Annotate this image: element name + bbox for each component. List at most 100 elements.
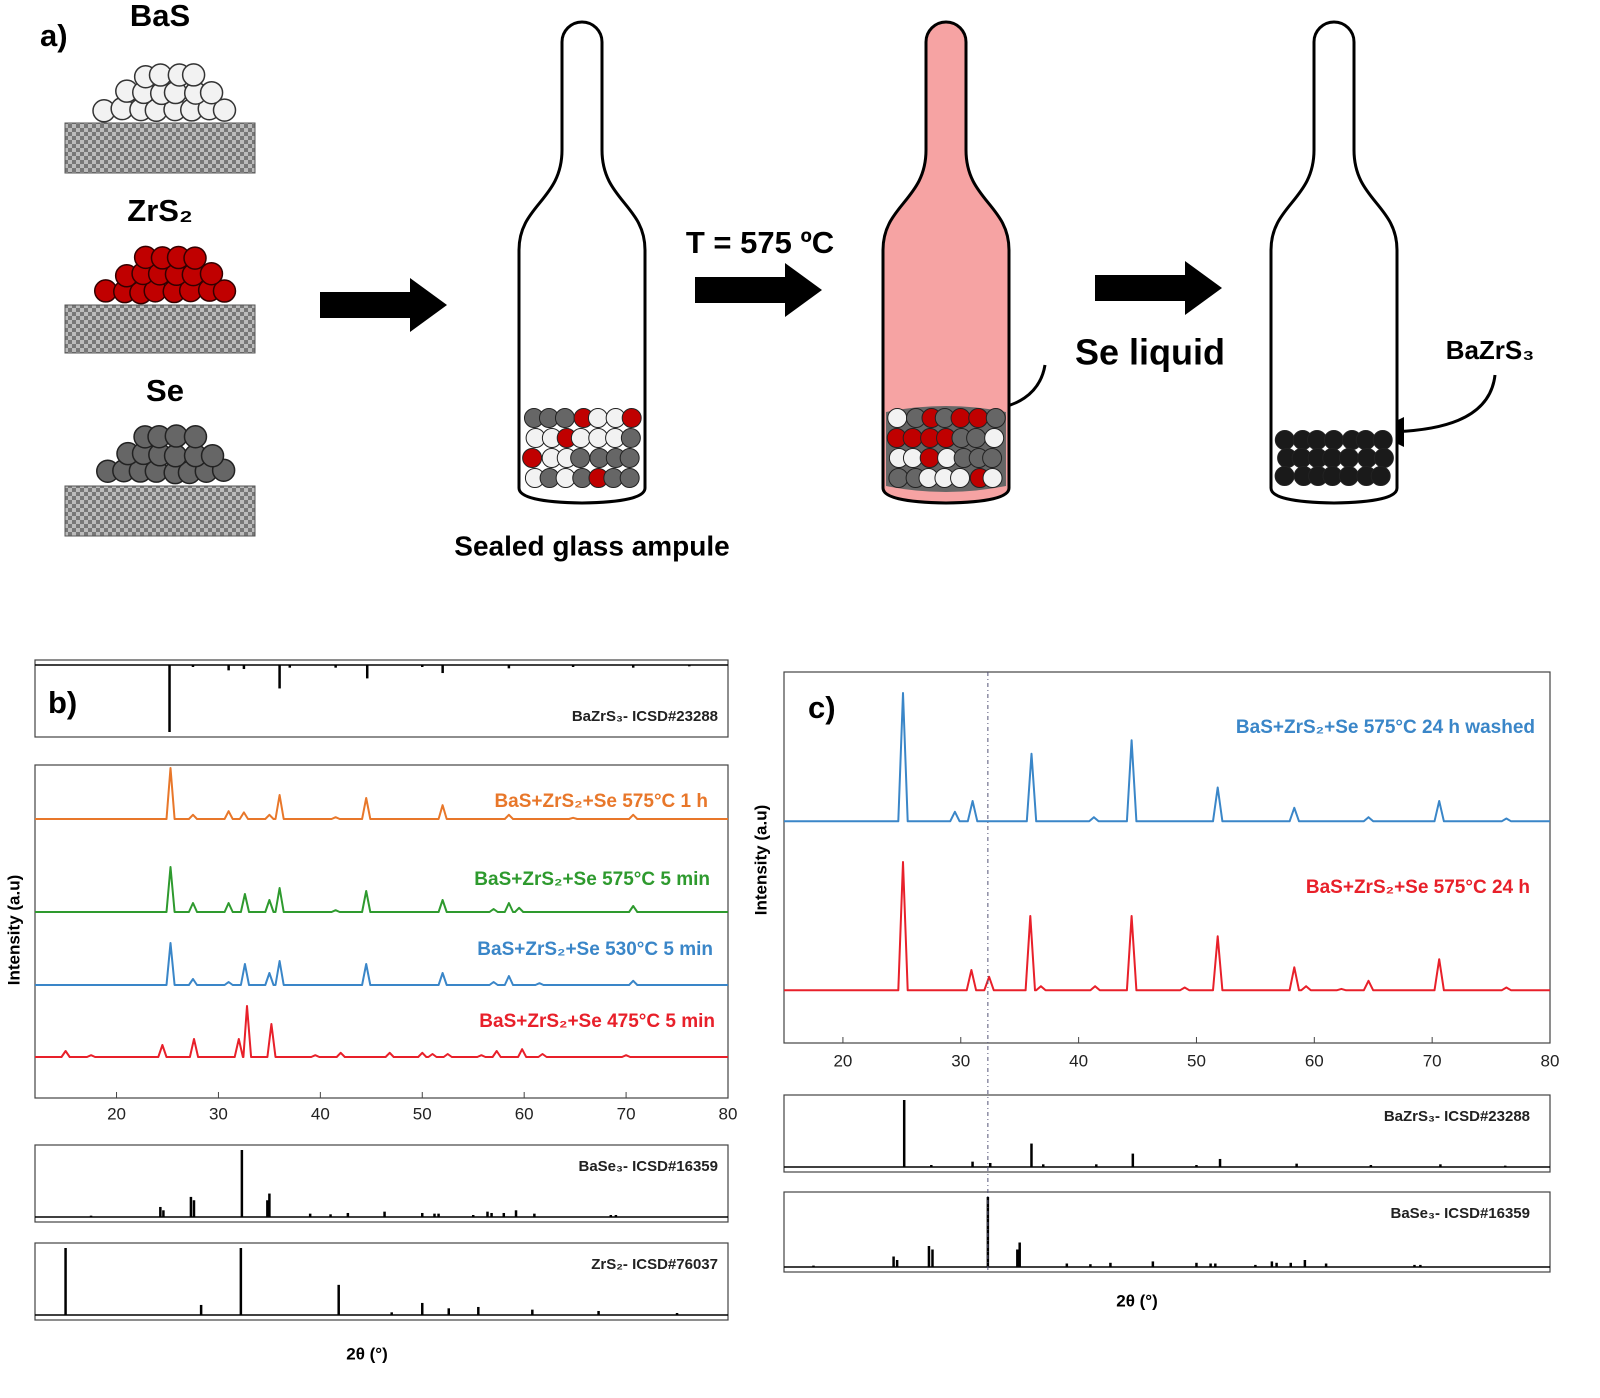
particle	[1306, 430, 1327, 450]
y-axis-label: Intensity (a.u)	[751, 805, 770, 916]
plot-frame	[34, 764, 729, 1099]
particle	[1370, 466, 1391, 486]
x-tick-label: 60	[1305, 1051, 1324, 1070]
reference-frame	[34, 659, 729, 738]
particle	[1372, 430, 1393, 450]
particle	[183, 424, 208, 449]
x-tick-label: 70	[1423, 1051, 1442, 1070]
particle	[985, 408, 1006, 428]
x-tick-label: 50	[1187, 1051, 1206, 1070]
particle	[1357, 448, 1378, 468]
particle	[1373, 448, 1394, 468]
y-axis-label: Intensity (a.u)	[4, 875, 23, 986]
precursor-label: BaS	[130, 0, 190, 33]
series-label: BaS+ZrS₂+Se 575°C 1 h	[494, 791, 708, 812]
particle	[902, 428, 923, 448]
particle	[982, 448, 1003, 468]
series-label: BaS+ZrS₂+Se 575°C 24 h	[1306, 877, 1530, 898]
series-label: BaS+ZrS₂+Se 575°C 5 min	[474, 869, 710, 890]
particle	[968, 408, 989, 428]
x-tick-label: 80	[719, 1104, 738, 1123]
series-label: BaS+ZrS₂+Se 475°C 5 min	[479, 1011, 715, 1032]
x-tick-label: 20	[833, 1051, 852, 1070]
particle	[163, 444, 188, 468]
reference-label: BaZrS₃- ICSD#23288	[1384, 1108, 1530, 1125]
reference-label: BaSe₃- ICSD#16359	[578, 1158, 718, 1175]
particle	[982, 468, 1003, 488]
particle	[587, 408, 608, 428]
precursor-label: Se	[146, 373, 184, 408]
particle	[1322, 448, 1343, 468]
arrow	[320, 278, 447, 332]
particle	[888, 468, 909, 488]
x-tick-label: 40	[1069, 1051, 1088, 1070]
substrate	[64, 122, 256, 174]
plot-frame	[783, 671, 1551, 1044]
particle	[1274, 430, 1295, 450]
precursor-label: ZrS₂	[127, 193, 192, 228]
reference-label: ZrS₂- ICSD#76037	[591, 1256, 718, 1273]
xrd-pattern	[35, 942, 728, 986]
particle	[199, 80, 224, 105]
particle	[554, 408, 575, 428]
particle	[183, 246, 207, 270]
ampule	[1269, 20, 1399, 505]
particle	[984, 428, 1005, 448]
particle	[1338, 448, 1359, 468]
panel-a: a) BaS ZrS₂ Se T = 575 ºC Sealed glass a…	[40, 0, 1534, 561]
particle	[620, 428, 641, 448]
particle	[966, 428, 987, 448]
particle	[902, 448, 923, 468]
particle	[570, 428, 591, 448]
x-tick-label: 80	[1541, 1051, 1560, 1070]
reference-frame	[783, 1191, 1551, 1273]
chart-panel: b) 2θ (°) Intensity (a.u) 20 30 40 50 60 70 80 BaS…	[4, 659, 738, 1363]
ampule-label: Sealed glass ampule	[454, 530, 729, 561]
panel-label: c)	[808, 690, 836, 725]
product-label: BaZrS₃	[1446, 335, 1535, 365]
particle	[1323, 430, 1344, 450]
x-tick-label: 50	[413, 1104, 432, 1123]
temperature-label: T = 575 ºC	[686, 225, 834, 260]
reference-label: BaSe₃- ICSD#16359	[1390, 1205, 1530, 1222]
series-label: BaS+ZrS₂+Se 530°C 5 min	[477, 939, 713, 960]
particle	[212, 98, 237, 122]
substrate	[64, 304, 256, 354]
x-tick-label: 30	[951, 1051, 970, 1070]
xrd-pattern	[784, 692, 1550, 823]
x-axis-label: 2θ (°)	[346, 1344, 388, 1363]
particle	[199, 261, 224, 286]
particle	[950, 408, 971, 428]
panel-label: b)	[48, 685, 77, 720]
panel-label: a)	[40, 18, 68, 53]
particle	[950, 468, 971, 488]
substrate	[64, 485, 256, 537]
particle	[1274, 466, 1295, 486]
x-tick-label: 20	[107, 1104, 126, 1123]
particle	[570, 448, 591, 468]
particle	[588, 428, 609, 448]
ampule	[881, 20, 1011, 505]
particle	[919, 448, 940, 468]
reference-label: BaZrS₃- ICSD#23288	[572, 708, 718, 725]
xrd-pattern	[35, 866, 728, 913]
particle	[1338, 466, 1359, 486]
xrd-pattern	[35, 767, 728, 820]
particle	[522, 448, 543, 468]
x-tick-label: 30	[209, 1104, 228, 1123]
particle	[181, 63, 206, 87]
x-tick-label: 70	[617, 1104, 636, 1123]
reference-frame	[34, 1144, 729, 1223]
chart-panel: c) 2θ (°) Intensity (a.u) 20 30 40 50 60 70 80 BaS…	[751, 671, 1560, 1310]
particle	[200, 443, 225, 468]
xrd-pattern	[35, 1005, 728, 1058]
reference-frame	[34, 1242, 729, 1321]
particle	[619, 468, 640, 488]
reference-frame	[783, 1094, 1551, 1173]
particle	[212, 279, 237, 303]
series-label: BaS+ZrS₂+Se 575°C 24 h washed	[1236, 717, 1535, 738]
particle	[887, 408, 908, 428]
particle	[619, 448, 640, 468]
liquid-label: Se liquid	[1075, 332, 1225, 373]
